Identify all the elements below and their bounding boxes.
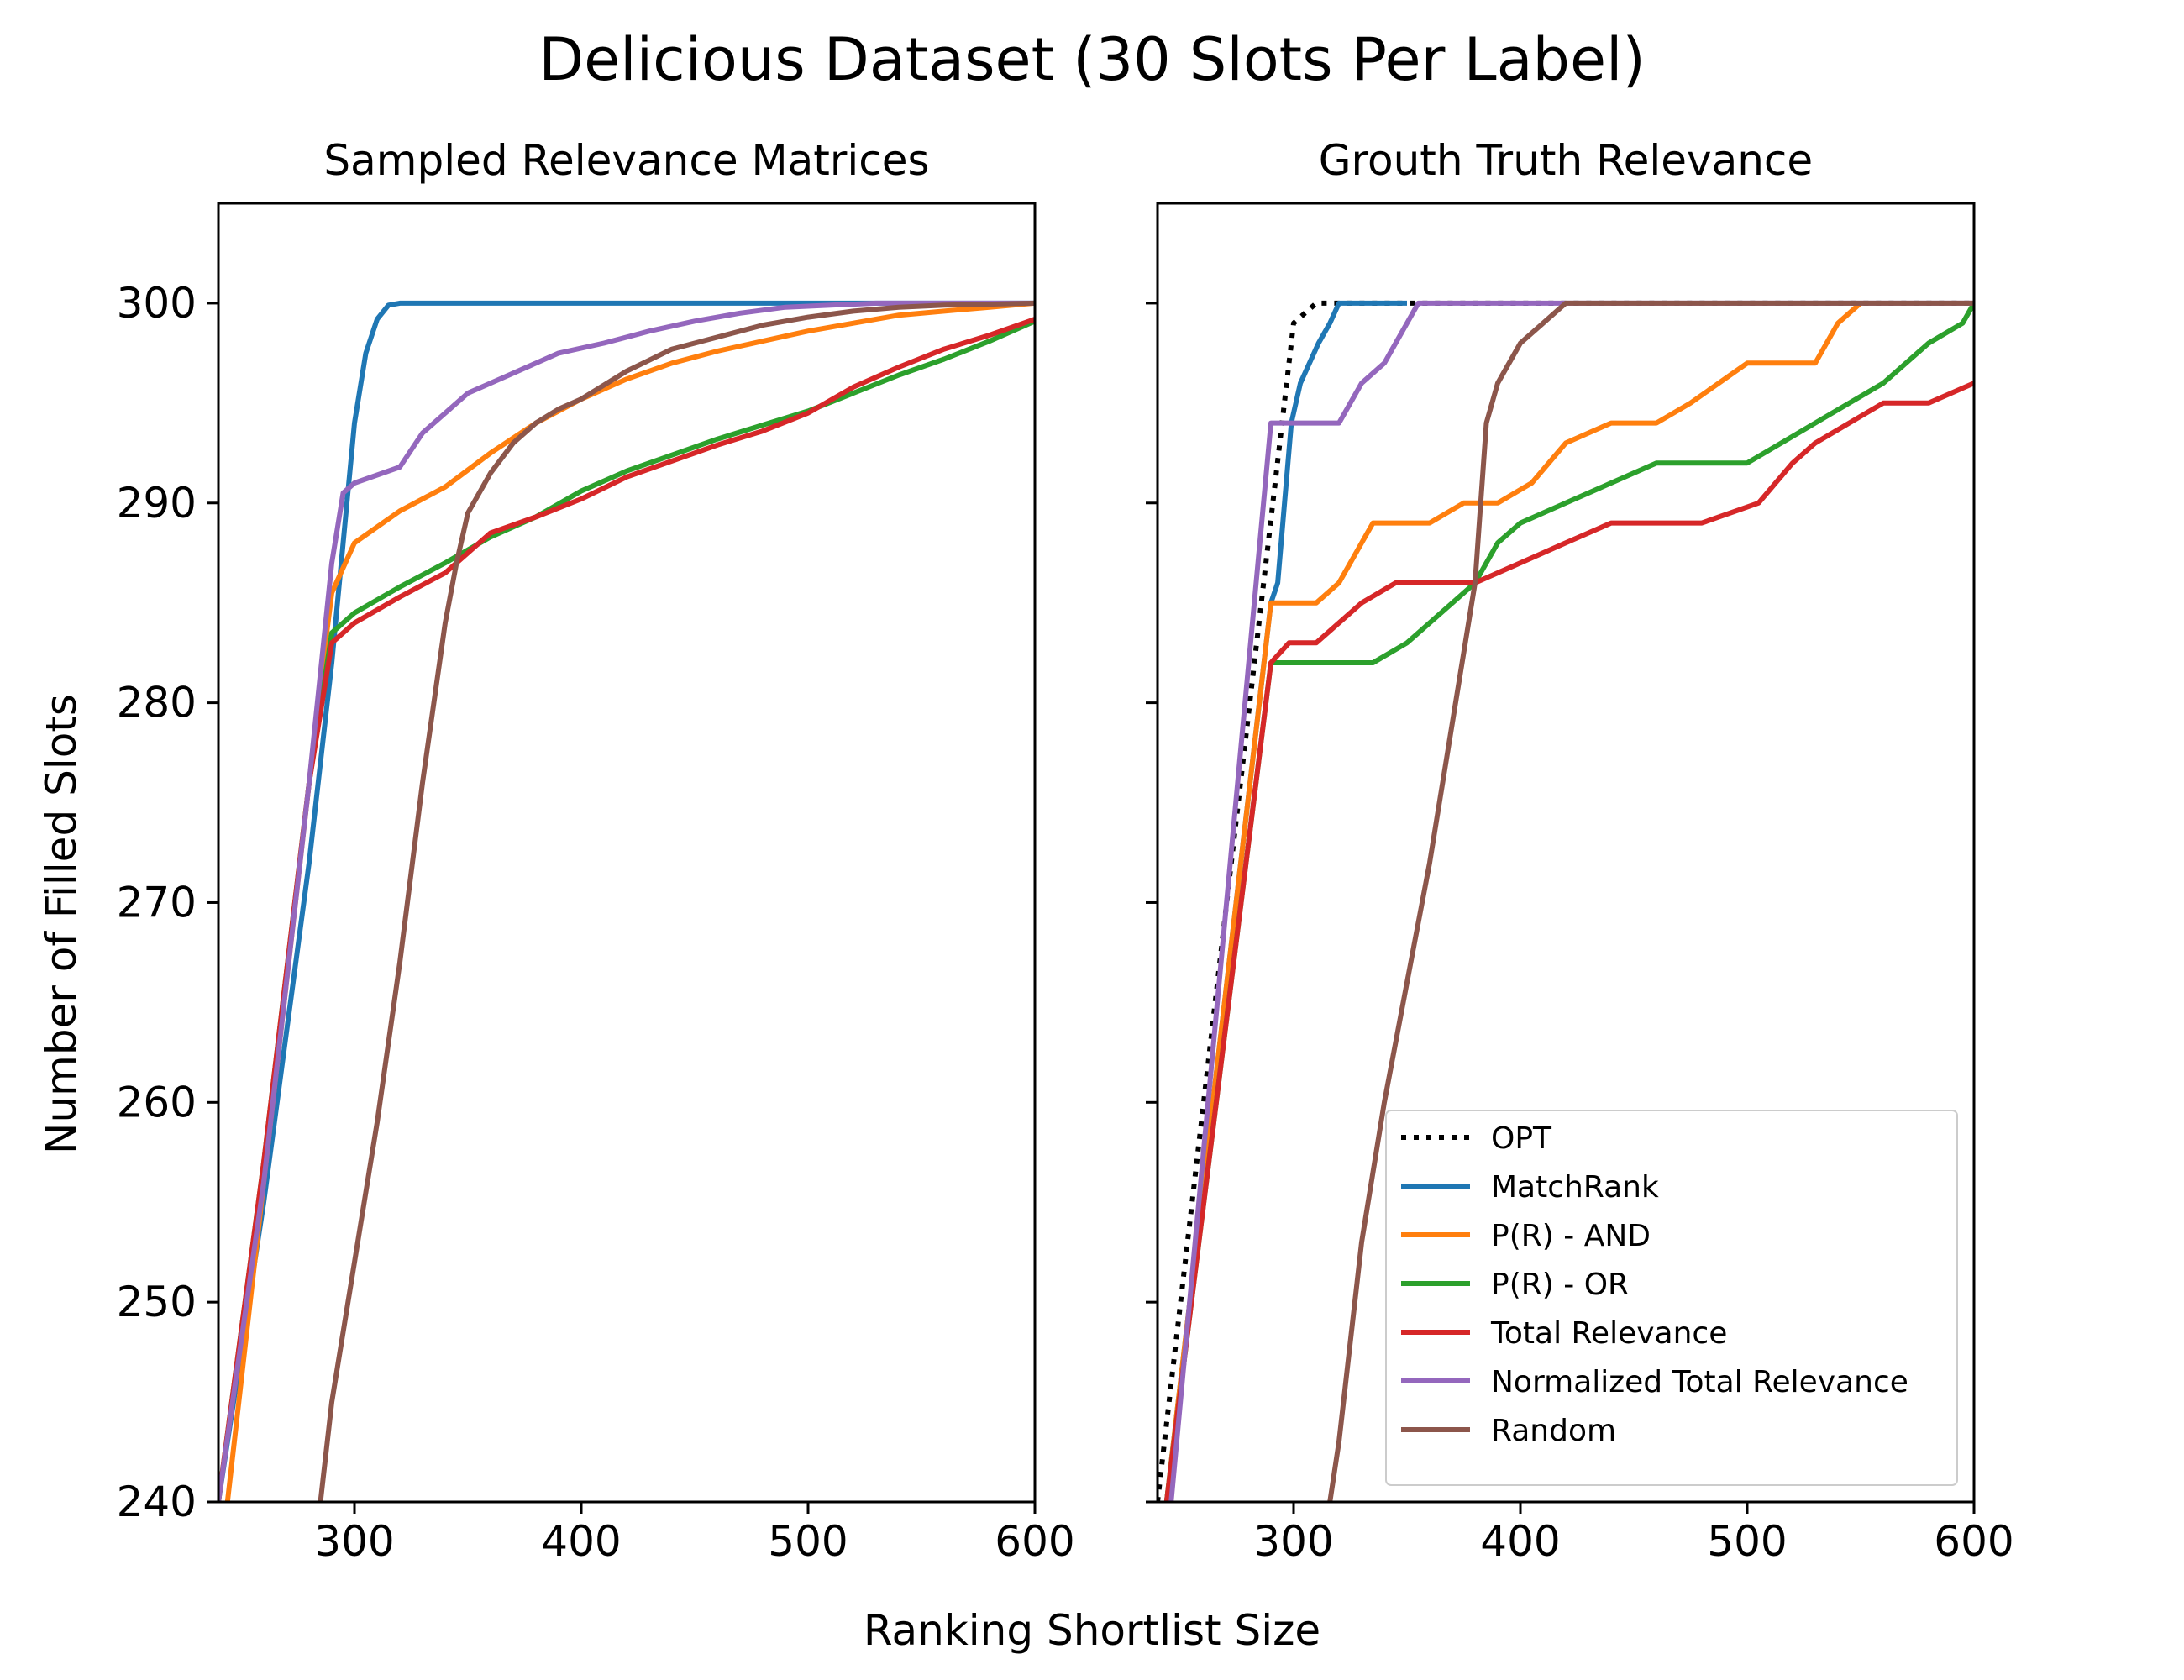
series-line-total-relevance <box>1163 381 1974 1502</box>
x-tick-label: 300 <box>314 1517 394 1566</box>
x-tick-label: 600 <box>995 1517 1074 1566</box>
series-line-matchrank <box>218 300 1035 1502</box>
y-tick-label: 240 <box>117 1478 197 1526</box>
x-tick-label: 600 <box>1934 1517 2013 1566</box>
x-tick-label: 500 <box>1707 1517 1787 1566</box>
legend-label: Random <box>1491 1414 1616 1448</box>
legend-label: Total Relevance <box>1490 1316 1727 1351</box>
x-axis-label: Ranking Shortlist Size <box>864 1606 1320 1655</box>
series-line-normalized-total-relevance <box>218 300 1035 1502</box>
plot-lines <box>218 300 1035 1502</box>
x-tick-label: 400 <box>1480 1517 1560 1566</box>
figure-title: Delicious Dataset (30 Slots Per Label) <box>538 25 1646 94</box>
x-tick-label: 400 <box>541 1517 621 1566</box>
legend-label: P(R) - OR <box>1491 1268 1629 1302</box>
series-line-random <box>318 300 1035 1502</box>
x-tick-label: 500 <box>768 1517 848 1566</box>
series-line-p-r-or <box>1163 302 1974 1502</box>
legend-label: MatchRank <box>1491 1170 1659 1205</box>
series-line-random <box>1327 300 1974 1502</box>
series-line-total-relevance <box>218 317 1035 1502</box>
plot-lines <box>1158 300 1974 1502</box>
y-tick-label: 270 <box>117 878 197 927</box>
series-line-p-r-or <box>218 318 1035 1502</box>
series-line-matchrank <box>1163 300 1407 1502</box>
y-tick-label: 300 <box>117 279 197 328</box>
y-axis-label: Number of Filled Slots <box>37 694 86 1154</box>
legend-label: P(R) - AND <box>1491 1219 1651 1253</box>
y-tick-label: 250 <box>117 1278 197 1326</box>
panel-title: Grouth Truth Relevance <box>1319 136 1813 185</box>
series-line-p-r-and <box>1163 301 1862 1502</box>
panel-title: Sampled Relevance Matrices <box>323 136 929 185</box>
y-tick-label: 260 <box>117 1078 197 1126</box>
legend-label: OPT <box>1491 1121 1552 1156</box>
panel-left: Sampled Relevance Matrices 300 400 500 600 24… <box>117 136 1075 1566</box>
legend: OPT MatchRank P(R) - AND P(R) - OR Total Rel… <box>1385 1110 1958 1486</box>
x-tick-label: 300 <box>1253 1517 1333 1566</box>
panel-right: Grouth Truth Relevance 300 400 500 600 OPT Mat… <box>1146 136 2014 1566</box>
plot-frame <box>217 202 1037 1504</box>
y-tick-label: 290 <box>117 479 197 528</box>
y-tick-label: 280 <box>117 679 197 727</box>
plot-frame <box>1156 202 1976 1504</box>
series-line-normalized-total-relevance <box>1168 300 1974 1502</box>
legend-label: Normalized Total Relevance <box>1491 1365 1908 1399</box>
